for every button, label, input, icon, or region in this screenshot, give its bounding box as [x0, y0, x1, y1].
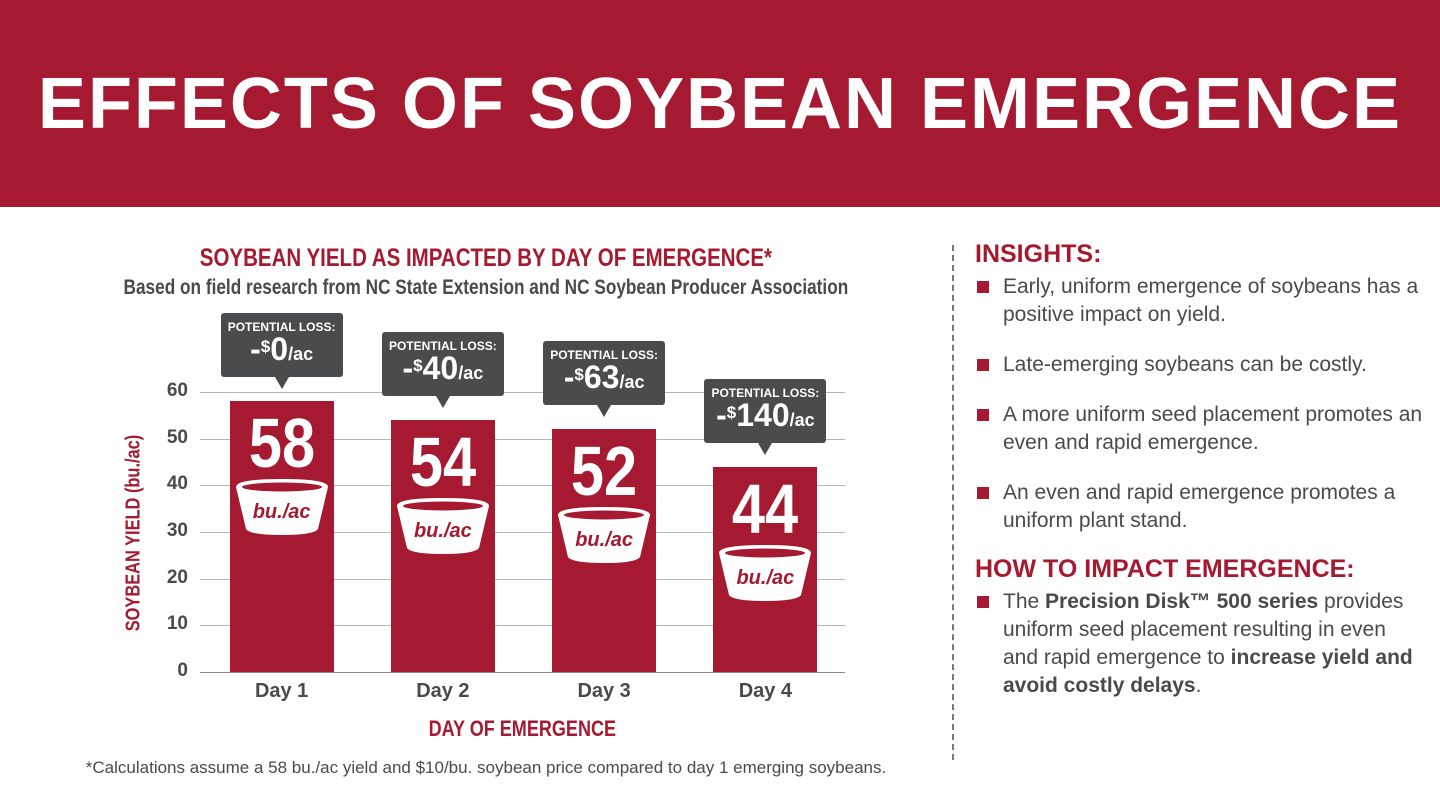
loss-prefix: -: [250, 331, 261, 368]
potential-loss-value: -$140/ac: [704, 396, 826, 435]
chart-title: SOYBEAN YIELD AS IMPACTED BY DAY OF EMER…: [0, 244, 972, 273]
insight-item: An even and rapid emergence promotes a u…: [975, 479, 1425, 535]
insight-item: Early, uniform emergence of soybeans has…: [975, 273, 1425, 329]
loss-unit: /ac: [288, 344, 314, 365]
loss-amount: 140: [736, 396, 790, 433]
bullet-square-icon: [977, 487, 989, 499]
impact-heading: HOW TO IMPACT EMERGENCE:: [975, 555, 1355, 583]
bucket-unit-label: bu./ac: [252, 501, 311, 524]
loss-prefix: -: [563, 359, 575, 396]
loss-unit: /ac: [789, 409, 815, 430]
y-tick-label: 40: [166, 473, 188, 495]
chart-subtitle-text: Based on field research from NC State Ex…: [123, 276, 849, 299]
bar-value-label: 44: [732, 469, 799, 548]
footnote: *Calculations assume a 58 bu./ac yield a…: [85, 758, 887, 777]
callout-label: POTENTIAL LOSS:: [227, 320, 336, 335]
bullet-square-icon: [977, 281, 989, 293]
gridline: [200, 625, 845, 627]
potential-loss-callout: POTENTIAL LOSS: -$0/ac: [220, 313, 343, 390]
gridline: [200, 392, 845, 393]
currency-symbol: $: [413, 356, 423, 375]
insight-text: An even and rapid emergence promotes a u…: [1003, 481, 1396, 532]
bucket-icon: [395, 494, 491, 556]
bullet-square-icon: [977, 359, 989, 371]
chart-subtitle: Based on field research from NC State Ex…: [0, 276, 972, 300]
bucket-icon: [234, 475, 330, 537]
loss-prefix: -: [716, 396, 727, 433]
bucket-icon: [556, 503, 652, 565]
gridline: [200, 672, 845, 673]
product-name: Precision Disk™ 500 series: [1045, 590, 1319, 613]
loss-amount: 40: [422, 350, 459, 386]
insight-item: Late-emerging soybeans can be costly.: [975, 351, 1425, 379]
x-axis-label-text: DAY OF EMERGENCE: [428, 716, 617, 741]
impact-text: .: [1195, 674, 1202, 697]
gridline: [200, 485, 845, 487]
x-axis-label: DAY OF EMERGENCE: [200, 716, 845, 742]
loss-amount: 63: [583, 359, 620, 396]
currency-symbol: $: [726, 402, 737, 422]
bar-chart: 0 10 20 30 40 50 60 58 bu./ac POTENTIAL LOSS: -$0/…: [166, 313, 845, 702]
impact-text: provides uniform seed placement resultin…: [1003, 590, 1404, 669]
currency-symbol: $: [574, 365, 584, 385]
currency-symbol: $: [260, 337, 271, 357]
loss-unit: /ac: [458, 363, 484, 383]
loss-amount: 0: [270, 331, 289, 368]
x-tick-label: Day 3: [577, 680, 631, 702]
bucket-unit-label: bu./ac: [736, 566, 795, 589]
callout-label: POTENTIAL LOSS:: [550, 348, 659, 363]
potential-loss-callout: POTENTIAL LOSS: -$140/ac: [704, 378, 827, 455]
insights-panel: INSIGHTS: Early, uniform emergence of so…: [975, 240, 1425, 700]
gridline: [200, 438, 845, 440]
y-tick-label: 10: [166, 613, 188, 635]
y-axis-label: SOYBEAN YIELD (bu./ac): [123, 413, 146, 653]
bullet-square-icon: [977, 409, 989, 421]
gridline: [200, 578, 845, 580]
page-title: EFFECTS OF SOYBEAN EMERGENCE: [37, 63, 1403, 144]
loss-unit: /ac: [619, 372, 645, 393]
y-tick-label: 20: [166, 566, 188, 588]
potential-loss-value: -$40/ac: [382, 350, 504, 388]
bar-1: [229, 401, 334, 672]
chart-title-text: SOYBEAN YIELD AS IMPACTED BY DAY OF EMER…: [199, 244, 773, 272]
y-axis-label-text: SOYBEAN YIELD (bu./ac): [122, 434, 145, 632]
dashed-divider: [952, 245, 954, 760]
bar-value-label: 58: [248, 404, 315, 483]
potential-loss-callout: POTENTIAL LOSS: -$40/ac: [381, 332, 504, 408]
impact-text: The: [1003, 590, 1046, 613]
y-tick-label: 60: [166, 380, 188, 401]
insight-text: A more uniform seed placement promotes a…: [1003, 403, 1423, 454]
y-tick-label: 0: [177, 660, 188, 681]
insight-text: Late-emerging soybeans can be costly.: [1003, 353, 1367, 376]
impact-emphasis: increase yield and avoid costly delays: [1003, 646, 1413, 697]
bucket-unit-label: bu./ac: [413, 520, 472, 542]
x-tick-label: Day 4: [738, 680, 793, 702]
insight-item: A more uniform seed placement promotes a…: [975, 401, 1425, 457]
potential-loss-value: -$0/ac: [221, 331, 343, 369]
y-tick-label: 50: [166, 426, 188, 448]
bucket-icon: [717, 541, 813, 603]
x-tick-label: Day 2: [416, 680, 470, 702]
header-banner: EFFECTS OF SOYBEAN EMERGENCE: [0, 0, 1440, 207]
potential-loss-value: -$63/ac: [543, 359, 665, 397]
bullet-square-icon: [977, 596, 989, 608]
loss-prefix: -: [402, 350, 414, 386]
x-tick-label: Day 1: [254, 680, 309, 702]
y-tick-label: 30: [166, 520, 188, 541]
gridline: [200, 532, 845, 533]
callout-label: POTENTIAL LOSS:: [711, 385, 820, 400]
potential-loss-callout: POTENTIAL LOSS: -$63/ac: [543, 341, 666, 418]
bucket-unit-label: bu./ac: [575, 529, 634, 552]
bar-value-label: 54: [409, 423, 476, 501]
bar-value-label: 52: [571, 432, 638, 511]
callout-label: POTENTIAL LOSS:: [388, 339, 497, 353]
insight-text: Early, uniform emergence of soybeans has…: [1003, 275, 1419, 326]
impact-item: The Precision Disk™ 500 series provides …: [975, 588, 1425, 700]
insights-heading: INSIGHTS:: [975, 240, 1102, 268]
